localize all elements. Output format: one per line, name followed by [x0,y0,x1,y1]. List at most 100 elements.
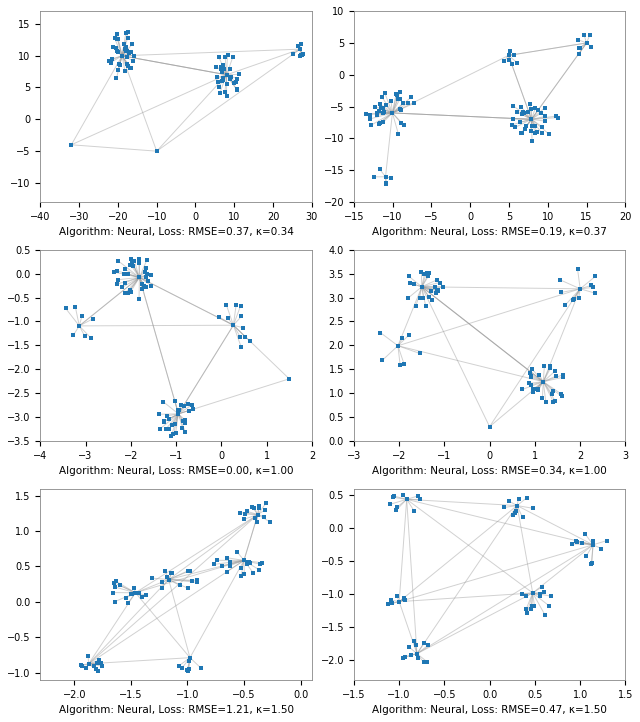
Point [541,396,551,408]
Point [166,567,177,579]
Point [535,590,545,601]
Point [504,495,514,507]
Point [547,388,557,399]
Point [166,567,177,579]
Point [160,565,170,577]
Point [588,539,598,551]
Point [127,588,137,600]
Point [517,383,527,395]
Point [182,565,193,577]
Point [124,48,134,59]
Point [236,342,246,353]
Point [521,120,531,131]
Point [179,415,189,427]
Point [376,103,386,114]
Point [114,58,124,70]
Point [254,564,264,575]
Point [365,109,375,121]
Point [516,101,526,113]
Point [113,45,123,57]
Point [218,66,228,78]
Point [111,45,122,57]
Point [392,502,402,513]
Point [586,279,596,291]
Point [255,558,265,570]
Point [397,333,408,344]
Point [416,266,426,278]
Point [113,33,123,45]
Point [170,419,180,430]
Point [212,71,222,83]
Point [244,556,254,567]
Point [243,505,253,517]
Point [510,121,520,133]
Point [182,664,193,676]
Point [244,335,255,347]
Point [509,507,520,518]
Point [97,661,108,672]
Point [543,128,554,139]
Point [236,331,246,343]
Point [527,363,537,375]
Point [587,557,597,569]
Point [296,38,306,50]
Point [409,635,419,647]
Point [369,171,380,183]
Point [117,282,127,293]
Point [108,42,118,53]
Point [86,332,96,344]
Point [511,505,521,517]
Point [413,652,423,664]
Point [186,575,196,586]
Point [180,426,190,438]
Point [404,641,414,653]
Point [127,256,137,268]
Point [221,566,232,578]
Point [521,591,531,602]
Point [550,365,561,377]
Point [544,600,554,612]
Point [386,594,396,606]
Point [239,554,249,566]
Point [213,76,223,87]
Point [214,311,225,323]
Point [220,86,230,97]
Point [264,516,275,528]
Point [409,279,419,290]
Point [512,106,522,118]
Point [113,255,123,266]
Point [431,274,442,286]
Point [124,60,134,71]
Point [231,299,241,310]
Point [588,536,598,547]
Point [406,91,417,103]
Point [120,264,131,275]
Point [126,62,136,74]
Point [419,656,429,668]
Point [534,370,545,381]
Point [145,269,156,281]
Point [405,277,415,289]
Point [222,552,232,564]
Point [569,294,579,305]
Point [526,103,536,115]
Point [532,126,542,138]
Point [517,109,527,121]
Point [388,492,399,503]
Point [533,105,543,116]
Point [423,270,433,282]
Point [295,51,305,62]
Point [525,379,536,391]
Point [223,313,233,324]
Point [573,34,583,45]
Point [517,512,527,523]
Point [134,271,145,283]
Point [228,319,239,331]
Point [399,594,410,606]
Point [90,664,100,675]
Point [413,490,423,502]
Point [590,271,600,282]
Point [247,502,257,513]
Point [232,73,243,84]
Point [221,69,232,81]
